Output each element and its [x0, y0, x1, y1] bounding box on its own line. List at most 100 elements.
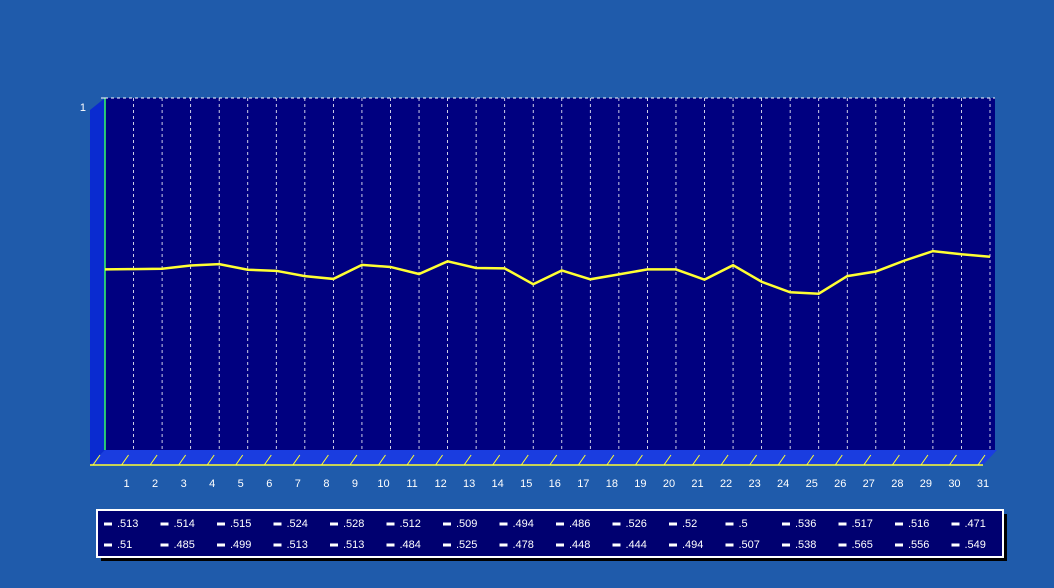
legend-label: .512: [400, 518, 421, 530]
x-tick: [949, 454, 957, 466]
legend-label: .513: [343, 539, 364, 551]
x-tick: [206, 454, 215, 466]
legend-marker: [443, 543, 451, 547]
legend-label: .52: [682, 518, 697, 530]
legend-marker: [217, 522, 225, 526]
legend-label: .507: [739, 539, 760, 551]
legend-label: .513: [117, 518, 138, 530]
legend-marker: [443, 522, 451, 526]
x-tick-label: 18: [606, 478, 618, 490]
legend-label: .5: [739, 518, 748, 530]
y-tick-label: 1: [80, 102, 86, 114]
legend-label: .524: [287, 518, 308, 530]
legend-label: .556: [908, 539, 929, 551]
x-tick: [920, 454, 929, 466]
legend-marker: [669, 543, 677, 547]
legend-marker: [838, 522, 847, 526]
legend-marker: [895, 522, 903, 526]
x-tick-label: 4: [209, 478, 215, 490]
legend-label: .526: [626, 518, 647, 530]
legend: [96, 509, 1004, 558]
x-tick: [520, 454, 529, 466]
x-tick-label: 2: [152, 478, 158, 490]
legend-label: .528: [343, 518, 364, 530]
x-tick: [806, 454, 815, 466]
legend-marker: [104, 543, 112, 547]
x-tick-label: 19: [634, 478, 646, 490]
legend-marker: [782, 522, 790, 526]
x-tick-label: 13: [463, 478, 475, 490]
legend-marker: [725, 543, 734, 547]
x-tick: [378, 454, 386, 466]
x-tick-label: 7: [295, 478, 301, 490]
legend-label: .444: [626, 539, 647, 551]
x-tick-label: 6: [266, 478, 272, 490]
legend-label: .536: [795, 518, 816, 530]
legend-label: .513: [287, 539, 308, 551]
legend-label: .538: [795, 539, 816, 551]
x-tick-label: 5: [238, 478, 244, 490]
x-tick: [863, 454, 872, 466]
legend-marker: [499, 543, 508, 547]
legend-label: .448: [569, 539, 590, 551]
legend-marker: [273, 543, 282, 547]
legend-marker: [160, 522, 169, 526]
legend-label: .478: [513, 539, 534, 551]
x-tick-label: 27: [863, 478, 875, 490]
legend-marker: [838, 543, 847, 547]
legend-marker: [160, 543, 169, 547]
x-tick: [406, 454, 415, 466]
legend-label: .525: [456, 539, 477, 551]
x-tick-label: 29: [920, 478, 932, 490]
x-tick: [606, 454, 615, 466]
legend-label: .515: [230, 518, 251, 530]
x-tick: [149, 454, 158, 466]
legend-marker: [895, 543, 903, 547]
legend-marker: [725, 522, 734, 526]
x-tick-label: 17: [577, 478, 589, 490]
x-tick-label: 10: [377, 478, 389, 490]
legend-label: .51: [117, 539, 132, 551]
data-line: [104, 249, 991, 295]
x-tick-label: 31: [977, 478, 989, 490]
legend-marker: [782, 543, 790, 547]
x-tick-label: 11: [406, 478, 417, 490]
x-tick-label: 26: [834, 478, 846, 490]
legend-label: .514: [174, 518, 195, 530]
x-tick: [121, 454, 129, 466]
legend-label: .484: [400, 539, 421, 551]
legend-marker: [612, 522, 621, 526]
x-tick-label: 15: [520, 478, 532, 490]
x-tick: [349, 454, 358, 466]
legend-marker: [669, 522, 677, 526]
legend-marker: [556, 522, 564, 526]
x-tick: [235, 454, 244, 466]
legend-marker: [386, 543, 395, 547]
legend-marker: [612, 543, 621, 547]
x-tick: [749, 454, 758, 466]
legend-label: .565: [852, 539, 873, 551]
x-tick: [663, 454, 672, 466]
legend-marker: [556, 543, 564, 547]
x-tick-label: 16: [549, 478, 561, 490]
x-tick: [692, 454, 700, 466]
legend-label: .516: [908, 518, 929, 530]
legend-marker: [951, 543, 960, 547]
x-tick: [777, 454, 786, 466]
x-tick-label: 9: [352, 478, 358, 490]
legend-label: .517: [852, 518, 873, 530]
legend-label: .494: [682, 539, 703, 551]
legend-label: .486: [569, 518, 590, 530]
x-tick-label: 21: [691, 478, 703, 490]
x-tick-label: 22: [720, 478, 732, 490]
x-tick: [320, 454, 329, 466]
legend-marker: [330, 522, 338, 526]
x-tick: [549, 454, 558, 466]
x-tick: [891, 454, 900, 466]
legend-label: .549: [965, 539, 986, 551]
x-tick: [977, 454, 986, 466]
x-tick-label: 30: [948, 478, 960, 490]
plot-area: [105, 98, 995, 450]
x-tick: [292, 454, 301, 466]
